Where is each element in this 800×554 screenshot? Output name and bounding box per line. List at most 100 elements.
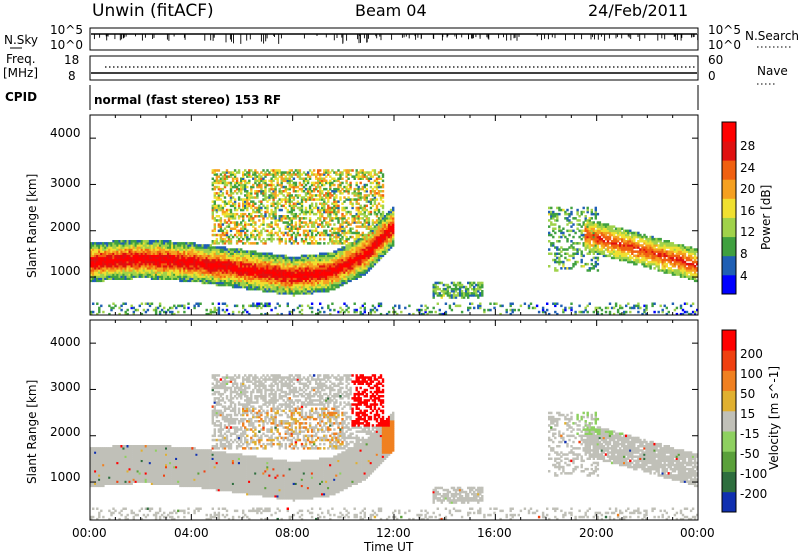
power-cell — [355, 308, 358, 312]
power-cell — [209, 273, 212, 276]
power-cell — [298, 233, 302, 237]
power-cell — [258, 231, 261, 235]
power-cell — [361, 240, 364, 243]
power-cell — [219, 240, 223, 243]
power-cell — [266, 229, 269, 233]
power-cell — [128, 254, 131, 258]
power-cell — [248, 281, 251, 285]
power-cell — [339, 271, 342, 274]
power-cell — [288, 233, 291, 237]
power-cell — [436, 281, 439, 285]
power-cell — [312, 235, 316, 239]
power-cell — [341, 192, 344, 195]
power-cell — [325, 283, 328, 287]
power-cell — [191, 244, 194, 247]
power-cell — [363, 254, 366, 258]
power-cell — [333, 279, 336, 283]
power-cell — [365, 265, 368, 268]
power-cell — [235, 235, 239, 239]
power-cell — [223, 175, 227, 178]
power-cell — [353, 219, 356, 222]
power-cell — [274, 290, 277, 293]
power-cell — [473, 294, 476, 297]
power-cell — [217, 223, 221, 226]
power-cell — [464, 290, 468, 293]
power-cell — [262, 169, 265, 172]
power-cell — [116, 242, 119, 245]
power-cell — [353, 265, 356, 268]
power-cell — [286, 217, 289, 220]
power-cell — [286, 269, 289, 272]
power-cell — [292, 217, 296, 220]
power-cell — [270, 256, 273, 260]
power-cell — [353, 246, 356, 249]
power-cell — [221, 200, 225, 203]
power-cell — [371, 237, 375, 241]
power-cell — [300, 254, 304, 258]
power-cell — [244, 281, 247, 285]
power-cell — [288, 271, 291, 274]
power-cell — [331, 231, 334, 235]
power-cell — [355, 310, 358, 314]
power-cell — [266, 200, 269, 203]
power-cell — [373, 179, 377, 183]
power-cell — [361, 252, 364, 255]
power-cell — [260, 231, 263, 235]
power-cell — [308, 190, 312, 193]
power-cell — [353, 308, 356, 312]
power-cell — [211, 246, 214, 249]
power-cell — [90, 271, 93, 274]
power-cell — [260, 229, 263, 233]
power-cell — [365, 219, 368, 222]
power-cell — [258, 275, 261, 278]
power-cell — [361, 237, 364, 241]
power-cell — [310, 242, 314, 245]
power-cell — [240, 248, 243, 251]
power-cell — [345, 260, 348, 264]
power-cell — [296, 175, 300, 178]
power-cell — [183, 252, 186, 255]
power-cell — [280, 190, 283, 193]
power-cell — [343, 206, 346, 210]
power-cell — [244, 265, 247, 268]
power-cell — [207, 256, 210, 260]
power-cell — [339, 196, 342, 199]
power-cell — [282, 285, 285, 289]
power-cell — [225, 269, 229, 272]
power-cell — [197, 302, 200, 305]
power-cell — [250, 250, 253, 253]
power-cell — [292, 265, 296, 268]
power-cell — [221, 265, 225, 268]
power-cell — [175, 242, 178, 245]
power-cell — [248, 171, 251, 174]
power-cell — [280, 262, 283, 266]
power-cell — [215, 308, 219, 312]
power-cell — [221, 240, 225, 243]
power-cell — [227, 258, 231, 262]
power-cell — [233, 185, 237, 189]
power-cell — [154, 260, 158, 264]
power-cell — [361, 175, 364, 178]
power-cell — [120, 308, 123, 312]
power-cell — [325, 287, 328, 291]
power-cell — [142, 273, 146, 276]
power-cell — [377, 258, 381, 262]
power-cell — [158, 260, 162, 264]
power-cell — [464, 292, 468, 295]
power-cell — [175, 248, 178, 251]
power-cell — [323, 208, 326, 212]
power-cell — [349, 229, 352, 233]
power-cell — [248, 277, 251, 280]
power-cell — [205, 256, 208, 260]
power-cell — [432, 306, 435, 310]
power-cell — [126, 312, 129, 316]
power-cell — [171, 271, 174, 274]
power-cell — [276, 183, 279, 187]
power-cell — [315, 229, 318, 233]
power-cell — [345, 185, 348, 189]
power-cell — [329, 262, 332, 266]
power-cell — [136, 273, 139, 276]
power-cell — [471, 287, 474, 291]
power-cell — [349, 198, 352, 201]
